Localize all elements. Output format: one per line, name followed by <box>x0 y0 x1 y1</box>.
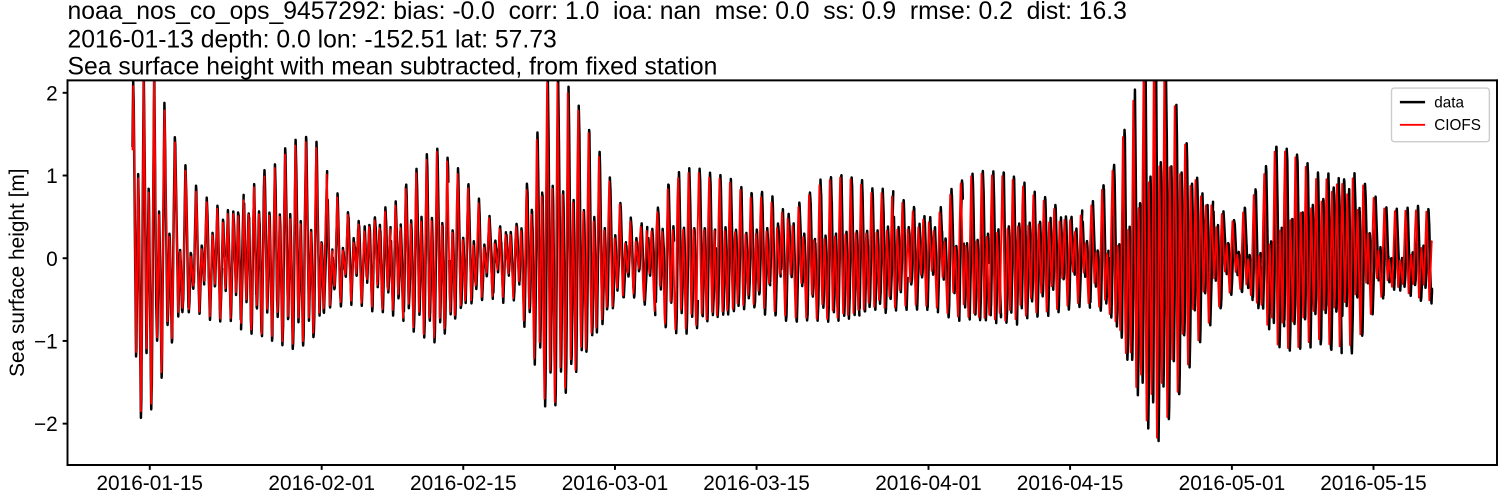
svg-text:Sea surface height with mean s: Sea surface height with mean subtracted,… <box>67 53 717 80</box>
svg-text:2016-02-01: 2016-02-01 <box>268 472 375 495</box>
svg-text:data: data <box>1434 95 1464 112</box>
svg-text:2016-05-01: 2016-05-01 <box>1179 472 1286 495</box>
svg-text:−2: −2 <box>34 413 58 436</box>
svg-text:2016-02-15: 2016-02-15 <box>410 472 517 495</box>
svg-text:2016-03-15: 2016-03-15 <box>703 472 810 495</box>
svg-text:1: 1 <box>46 165 58 188</box>
svg-text:2016-05-15: 2016-05-15 <box>1320 472 1427 495</box>
svg-text:2016-03-01: 2016-03-01 <box>562 472 669 495</box>
svg-text:−1: −1 <box>34 330 58 353</box>
svg-text:2016-01-13 depth: 0.0 lon: -15: 2016-01-13 depth: 0.0 lon: -152.51 lat: … <box>67 26 556 53</box>
svg-text:2016-01-15: 2016-01-15 <box>96 472 203 495</box>
svg-text:Sea surface height [m]: Sea surface height [m] <box>6 168 29 376</box>
svg-text:2016-04-01: 2016-04-01 <box>875 472 982 495</box>
svg-text:CIOFS: CIOFS <box>1434 117 1481 134</box>
svg-text:2016-04-15: 2016-04-15 <box>1017 472 1124 495</box>
svg-text:noaa_nos_co_ops_9457292: bias:: noaa_nos_co_ops_9457292: bias: -0.0 corr… <box>67 0 1126 25</box>
svg-text:0: 0 <box>46 248 58 271</box>
svg-text:2: 2 <box>46 82 58 105</box>
